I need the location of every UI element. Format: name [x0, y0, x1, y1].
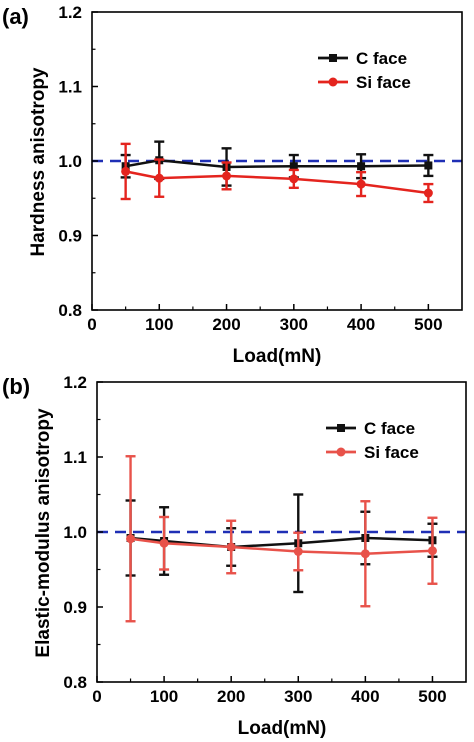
panel-a-y-tick-label: 1.0	[58, 152, 82, 171]
panel-b-series-si-face-point	[159, 538, 169, 548]
panel-b-x-tick-label: 500	[418, 687, 446, 706]
panel-b-series-c-face-line	[130, 536, 433, 549]
panel-a-series-si-face-point	[289, 174, 299, 184]
panel-a-series-c-face-legend-label: C face	[356, 49, 407, 68]
panel-a-series-si-face-legend-marker	[328, 77, 338, 87]
panel-b-plot-area: 0 100 200 300 400 500 0.8 0.9 1.0 1.1 1.2 C face Si …	[63, 373, 467, 706]
panel-b-series-si-face-point	[293, 547, 303, 556]
panel-b-series-c-face-legend-marker	[337, 424, 345, 432]
panel-a-series-c-face-point	[289, 162, 298, 171]
panel-b-series-si-face-legend-label: Si face	[364, 443, 419, 462]
panel-b-series-si-face-legend-marker	[336, 447, 346, 457]
panel-a-series-c-face-point	[357, 162, 366, 171]
panel-a-label: (a)	[2, 4, 29, 29]
panel-a-x-tick-label: 0	[87, 315, 96, 334]
panel-b-y-tick-label: 1.1	[63, 448, 87, 467]
panel-b-series-si-face-point	[360, 549, 370, 559]
panel-a-x-tick-label: 100	[145, 315, 173, 334]
panel-a-series-si-face-point	[423, 188, 433, 198]
panel-a-x-tick-label: 200	[212, 315, 240, 334]
panel-b-y-tick-label: 0.9	[63, 598, 87, 617]
panel-a-x-tick-label: 400	[347, 315, 375, 334]
panel-a-series-si-face-point	[222, 171, 232, 181]
panel-a-x-tick-label: 500	[414, 315, 442, 334]
panel-a-y-tick-label: 0.8	[58, 301, 82, 320]
panel-b-y-tick-label: 0.8	[63, 673, 87, 692]
panel-b-x-tick-label: 100	[150, 687, 178, 706]
panel-b-x-tick-label: 400	[351, 687, 379, 706]
panel-b-series-si-face-line	[130, 537, 433, 556]
panel-a-y-title: Hardness anisotropy	[28, 67, 49, 256]
panel-b-y-tick-label: 1.0	[63, 523, 87, 542]
panel-a-x-title: Load(mN)	[233, 346, 322, 367]
panel-a-series-c-face-line	[125, 158, 429, 169]
panel-b-series-si-face-point	[126, 534, 136, 544]
panel-a-series-si-face-line	[125, 170, 429, 195]
panel-a-series-si-face-legend-label: Si face	[356, 73, 411, 92]
panel-a-y-tick-label: 1.2	[58, 3, 82, 22]
panel-a-x-tick-label: 300	[280, 315, 308, 334]
panel-a-series-c-face-point	[424, 161, 433, 170]
panel-a-series-c-face-legend-marker	[329, 54, 337, 62]
panel-b: (b) Elastic-modulus anisotropy Load(mN) …	[2, 373, 467, 739]
panel-b-y-tick-label: 1.2	[63, 373, 87, 392]
panel-a-y-tick-label: 0.9	[58, 227, 82, 246]
panel-b-x-tick-label: 300	[284, 687, 312, 706]
panel-b-series-c-face-legend-label: C face	[364, 419, 415, 438]
panel-b-x-tick-label: 200	[217, 687, 245, 706]
panel-b-y-title: Elastic-modulus anisotropy	[33, 408, 54, 658]
panel-b-series-si-face-point	[427, 546, 437, 556]
panel-b-label: (b)	[2, 374, 30, 399]
panel-a-plot-area: 0 100 200 300 400 500 0.8 0.9 1.0 1.1 1.2 C face Si …	[58, 3, 463, 334]
panel-b-x-tick-label: 0	[92, 687, 101, 706]
panel-b-x-title: Load(mN)	[238, 718, 327, 739]
panel-a-series-si-face-point	[121, 166, 131, 176]
panel-a-series-si-face-point	[356, 179, 366, 189]
panel-a: (a) Hardness anisotropy Load(mN) 0 100 200…	[2, 3, 463, 367]
panel-a-y-tick-label: 1.1	[58, 78, 82, 97]
panel-a-series-si-face-point	[154, 173, 164, 183]
panel-b-series-si-face-point	[226, 542, 236, 552]
